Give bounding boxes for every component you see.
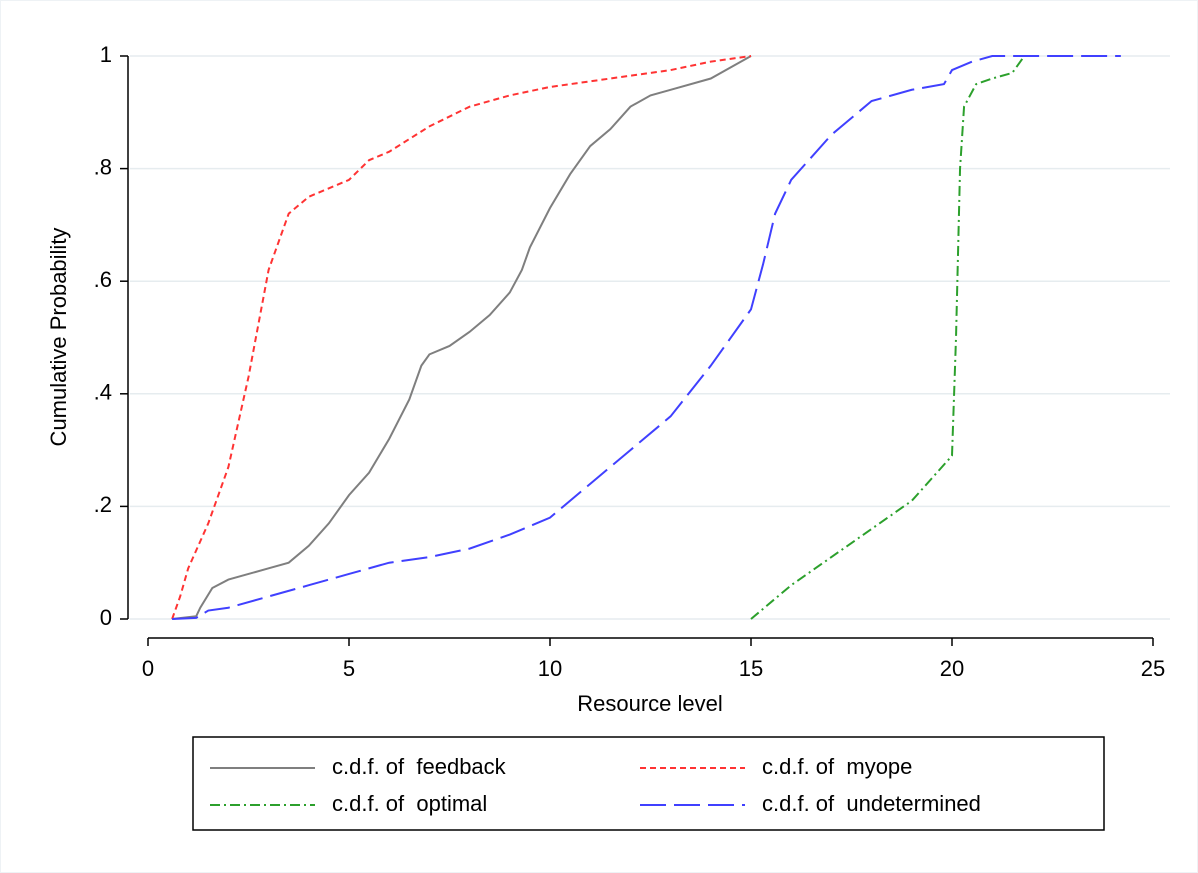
y-tick-label: 0 — [100, 605, 112, 630]
y-tick-label: .8 — [94, 154, 112, 179]
legend-label: c.d.f. of myope — [762, 754, 912, 779]
x-tick-label: 0 — [142, 656, 154, 681]
legend-label: c.d.f. of undetermined — [762, 791, 981, 816]
legend-label: c.d.f. of feedback — [332, 754, 507, 779]
cdf-line — [171, 55, 752, 620]
x-tick-label: 5 — [343, 656, 355, 681]
y-tick-label: .4 — [94, 380, 112, 405]
x-tick-label: 10 — [538, 656, 562, 681]
y-tick-label: .2 — [94, 492, 112, 517]
x-tick-label: 25 — [1141, 656, 1165, 681]
y-axis-label: Cumulative Probability — [46, 228, 71, 447]
y-tick-label: .6 — [94, 267, 112, 292]
y-tick-label: 1 — [100, 42, 112, 67]
cdf-line — [750, 55, 1033, 620]
cdf-line — [172, 55, 752, 620]
x-tick-label: 20 — [940, 656, 964, 681]
x-tick-label: 15 — [739, 656, 763, 681]
legend-label: c.d.f. of optimal — [332, 791, 487, 816]
legend-box — [192, 736, 1105, 831]
x-axis-label: Resource level — [577, 691, 723, 716]
cdf-line — [172, 55, 1121, 620]
